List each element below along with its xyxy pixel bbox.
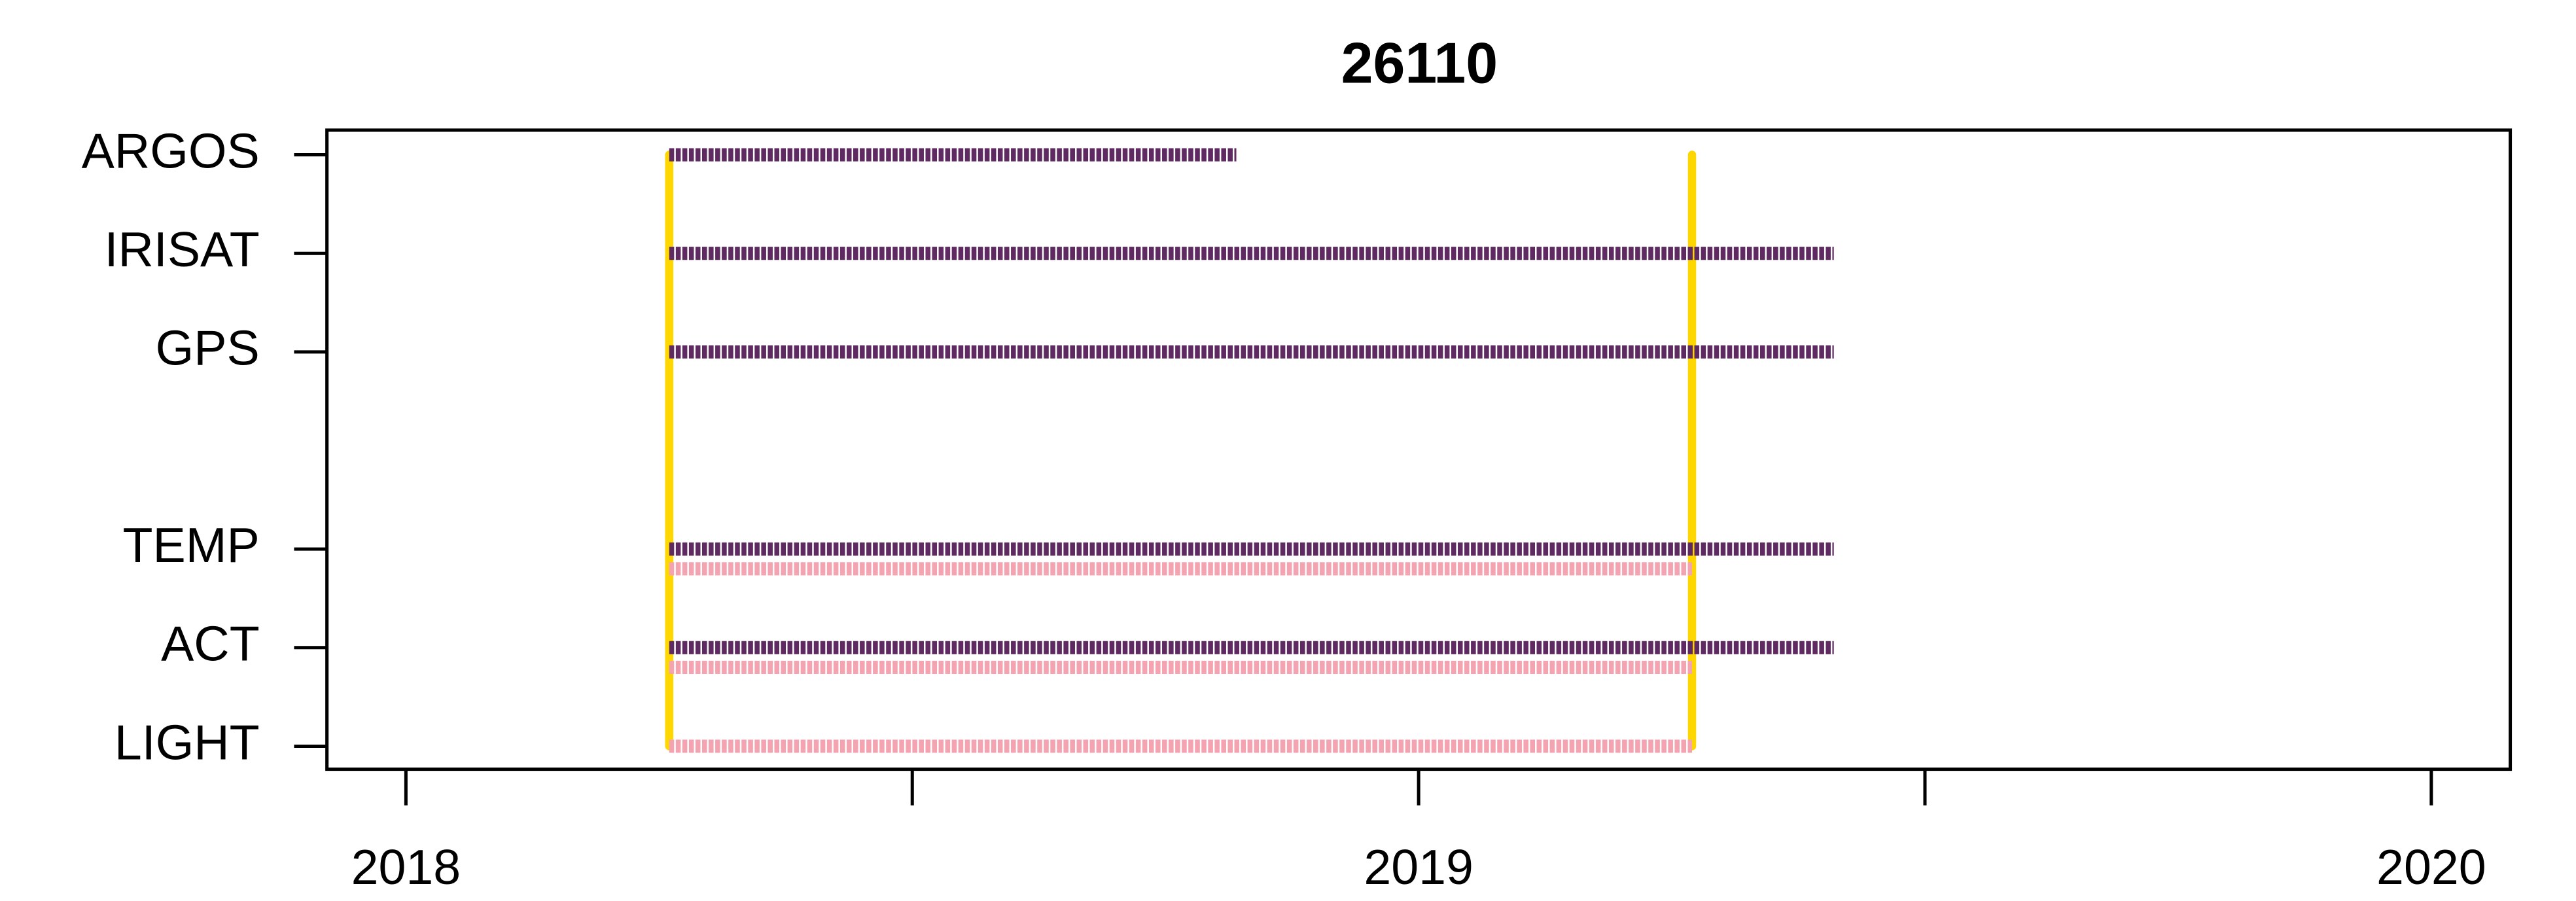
y-tick-label: GPS <box>156 321 260 376</box>
y-tick-label: TEMP <box>122 518 259 573</box>
y-tick-label: ACT <box>161 616 260 671</box>
chart-title: 26110 <box>1341 31 1498 96</box>
x-tick-label: 2019 <box>1364 839 1473 894</box>
y-tick-label: IRISAT <box>105 222 260 277</box>
x-tick-label: 2018 <box>351 839 461 894</box>
y-tick-label: LIGHT <box>115 715 260 769</box>
plot-frame <box>325 128 2513 771</box>
y-tick-label: ARGOS <box>82 123 260 178</box>
x-tick-label: 2020 <box>2376 839 2486 894</box>
